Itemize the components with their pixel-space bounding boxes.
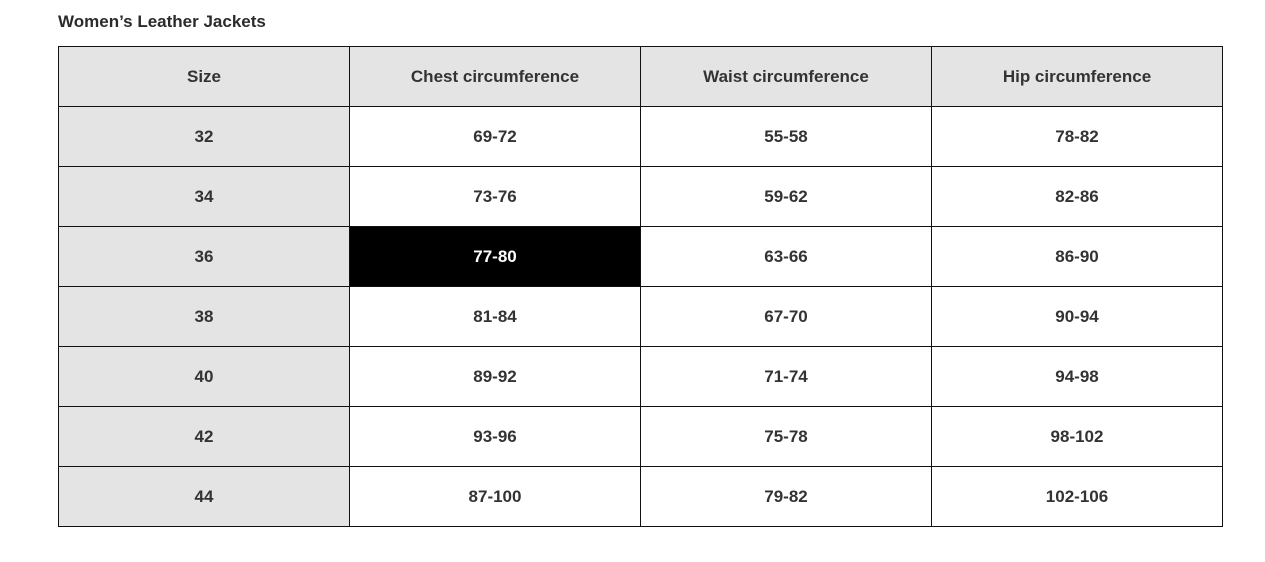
- hip-cell: 102-106: [931, 466, 1223, 527]
- table-row: 34 73-76 59-62 82-86: [58, 166, 1223, 227]
- size-chart-table: Size Chest circumference Waist circumfer…: [58, 46, 1223, 527]
- chest-cell: 69-72: [349, 106, 641, 167]
- waist-cell: 59-62: [640, 166, 932, 227]
- chest-cell: 73-76: [349, 166, 641, 227]
- table-row: 42 93-96 75-78 98-102: [58, 406, 1223, 467]
- header-hip: Hip circumference: [931, 46, 1223, 107]
- table-row: 38 81-84 67-70 90-94: [58, 286, 1223, 347]
- chest-cell-highlighted: 77-80: [349, 226, 641, 287]
- table-row: 32 69-72 55-58 78-82: [58, 106, 1223, 167]
- size-cell: 40: [58, 346, 350, 407]
- waist-cell: 79-82: [640, 466, 932, 527]
- waist-cell: 55-58: [640, 106, 932, 167]
- size-cell: 32: [58, 106, 350, 167]
- hip-cell: 82-86: [931, 166, 1223, 227]
- chest-cell: 81-84: [349, 286, 641, 347]
- header-size: Size: [58, 46, 350, 107]
- table-header-row: Size Chest circumference Waist circumfer…: [58, 46, 1223, 107]
- size-cell: 34: [58, 166, 350, 227]
- hip-cell: 98-102: [931, 406, 1223, 467]
- waist-cell: 75-78: [640, 406, 932, 467]
- size-cell: 44: [58, 466, 350, 527]
- chest-cell: 87-100: [349, 466, 641, 527]
- waist-cell: 63-66: [640, 226, 932, 287]
- table-row: 36 77-80 63-66 86-90: [58, 226, 1223, 287]
- header-chest: Chest circumference: [349, 46, 641, 107]
- size-cell: 38: [58, 286, 350, 347]
- waist-cell: 71-74: [640, 346, 932, 407]
- hip-cell: 86-90: [931, 226, 1223, 287]
- header-waist: Waist circumference: [640, 46, 932, 107]
- page-title: Women’s Leather Jackets: [58, 12, 266, 31]
- waist-cell: 67-70: [640, 286, 932, 347]
- hip-cell: 78-82: [931, 106, 1223, 167]
- size-cell: 42: [58, 406, 350, 467]
- chest-cell: 89-92: [349, 346, 641, 407]
- size-cell: 36: [58, 226, 350, 287]
- hip-cell: 94-98: [931, 346, 1223, 407]
- hip-cell: 90-94: [931, 286, 1223, 347]
- table-row: 40 89-92 71-74 94-98: [58, 346, 1223, 407]
- chest-cell: 93-96: [349, 406, 641, 467]
- table-row: 44 87-100 79-82 102-106: [58, 466, 1223, 527]
